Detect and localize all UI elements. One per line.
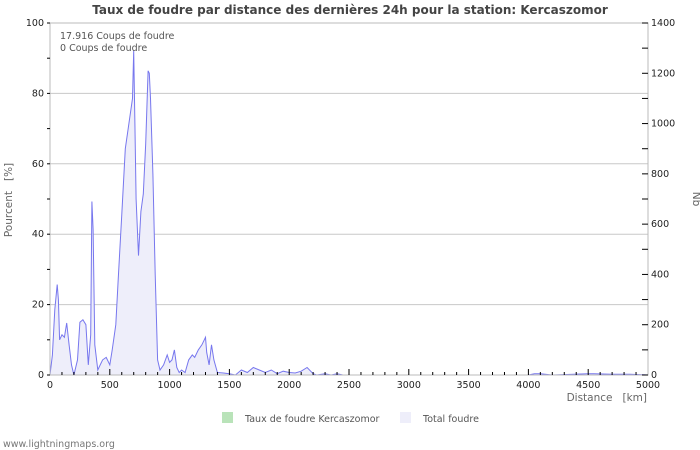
y-left-tick-label: 40: [32, 229, 44, 240]
info-line-total: 17.916 Coups de foudre: [60, 31, 175, 42]
x-tick-label: 0: [47, 380, 53, 391]
info-line-station: 0 Coups de foudre: [60, 43, 147, 54]
x-axis-label: Distance [km]: [567, 392, 647, 404]
y-right-tick-label: 0: [651, 370, 657, 381]
x-tick-label: 5000: [636, 380, 660, 391]
footer-site-link[interactable]: www.lightningmaps.org: [3, 439, 115, 450]
y-left-tick-label: 80: [32, 88, 44, 99]
x-tick-label: 4500: [576, 380, 600, 391]
chart-title: Taux de foudre par distance des dernière…: [92, 3, 608, 17]
legend: Taux de foudre Kercaszomor Total foudre: [222, 412, 479, 425]
y-left-tick-label: 100: [26, 18, 44, 29]
y-left-tick-label: 20: [32, 300, 44, 311]
legend-swatch-station: [222, 412, 233, 423]
y-right-tick-label: 1400: [651, 18, 675, 29]
x-tick-label: 3000: [397, 380, 421, 391]
x-tick-label: 1500: [217, 380, 241, 391]
y-axis-left-label: Pourcent [%]: [3, 163, 15, 237]
y-right-tick-label: 200: [651, 320, 669, 331]
y-left-tick-label: 60: [32, 159, 44, 170]
y-right-tick-label: 400: [651, 269, 669, 280]
y-right-tick-label: 800: [651, 169, 669, 180]
legend-label-total: Total foudre: [422, 414, 479, 425]
y-right-tick-label: 600: [651, 219, 669, 230]
legend-label-station: Taux de foudre Kercaszomor: [244, 414, 380, 425]
x-tick-label: 4000: [516, 380, 540, 391]
y-axis-right-label: Nb: [690, 192, 700, 207]
x-axis-ticks: 0 500 1000 1500 2000 2500 3000 3500 4000 4500 5000: [47, 369, 660, 391]
y-left-tick-label: 0: [38, 370, 44, 381]
x-tick-label: 2500: [337, 380, 361, 391]
y-right-tick-label: 1200: [651, 68, 675, 79]
legend-swatch-total: [400, 412, 411, 423]
x-tick-label: 3500: [457, 380, 481, 391]
x-tick-label: 1000: [158, 380, 182, 391]
y-axis-right-ticks: 0 200 400 600 800 1000 1200 1400: [642, 18, 675, 381]
x-tick-label: 500: [101, 380, 119, 391]
y-axis-left-ticks: 0 20 40 60 80 100: [26, 18, 50, 381]
total-foudre-area: [50, 50, 648, 375]
y-right-tick-label: 1000: [651, 119, 675, 130]
x-tick-label: 2000: [277, 380, 301, 391]
